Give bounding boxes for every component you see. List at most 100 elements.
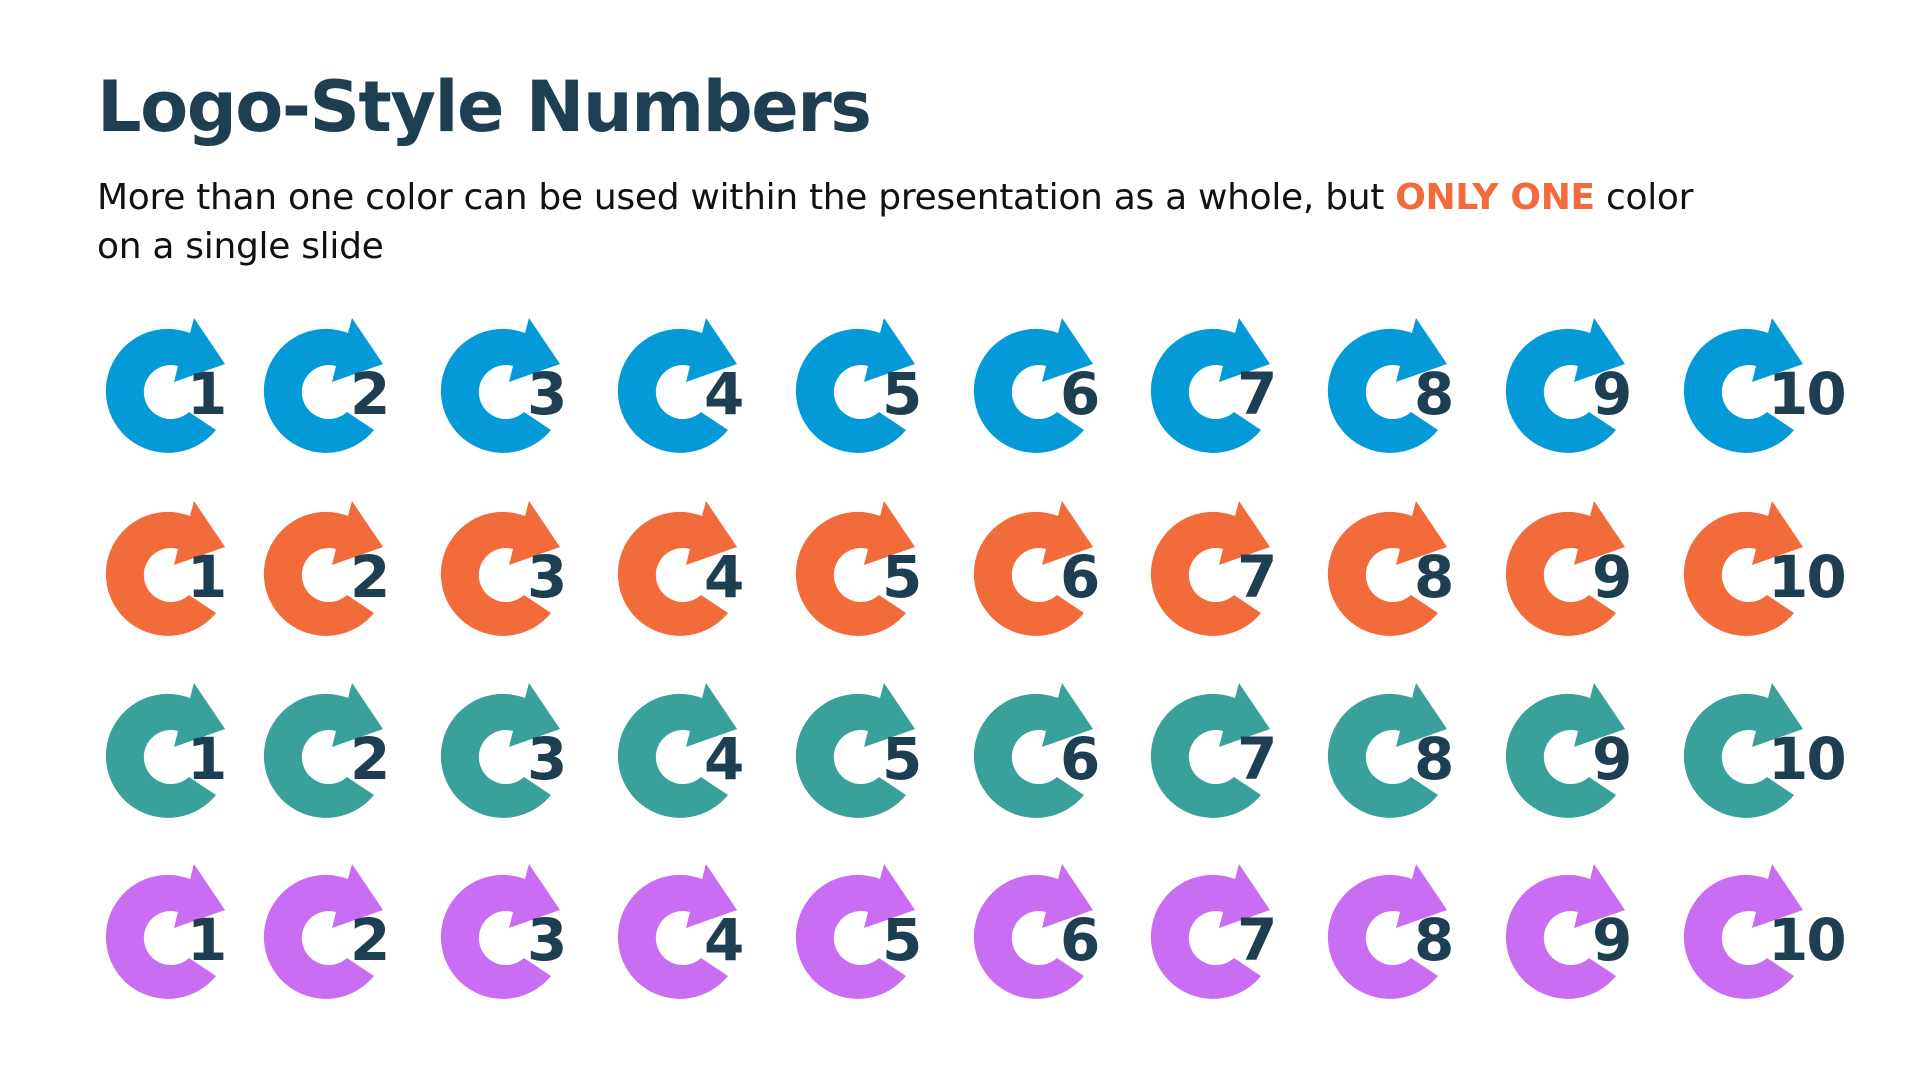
- logo-number-blue-7: 7: [1150, 318, 1285, 460]
- circular-arrow-shape: [105, 683, 225, 818]
- circular-arrow-icon: [105, 683, 225, 818]
- logo-number-orange-8: 8: [1327, 501, 1462, 643]
- circular-arrow-shape: [617, 683, 737, 818]
- circular-arrow-shape: [973, 683, 1093, 818]
- circular-arrow-icon: [1150, 501, 1270, 636]
- circular-arrow-icon: [263, 683, 383, 818]
- logo-number-blue-6: 6: [973, 318, 1108, 460]
- logo-number-label: 5: [882, 543, 922, 611]
- logo-number-label: 10: [1768, 360, 1847, 428]
- logo-number-label: 8: [1414, 725, 1454, 793]
- logo-number-label: 4: [704, 360, 744, 428]
- logo-number-teal-6: 6: [973, 683, 1108, 825]
- circular-arrow-icon: [105, 318, 225, 453]
- circular-arrow-shape: [105, 318, 225, 453]
- logo-number-teal-3: 3: [440, 683, 575, 825]
- logo-number-blue-1: 1: [105, 318, 240, 460]
- circular-arrow-icon: [105, 501, 225, 636]
- circular-arrow-shape: [1327, 864, 1447, 999]
- circular-arrow-icon: [105, 864, 225, 999]
- logo-number-blue-4: 4: [617, 318, 752, 460]
- logo-number-orange-6: 6: [973, 501, 1108, 643]
- logo-number-orange-9: 9: [1505, 501, 1640, 643]
- circular-arrow-shape: [795, 683, 915, 818]
- logo-number-orange-10: 10: [1683, 501, 1847, 643]
- logo-number-label: 1: [187, 725, 227, 793]
- logo-number-purple-9: 9: [1505, 864, 1640, 1006]
- logo-number-purple-2: 2: [263, 864, 398, 1006]
- logo-number-purple-6: 6: [973, 864, 1108, 1006]
- circular-arrow-icon: [1327, 683, 1447, 818]
- logo-number-purple-7: 7: [1150, 864, 1285, 1006]
- circular-arrow-shape: [105, 501, 225, 636]
- circular-arrow-shape: [440, 864, 560, 999]
- circular-arrow-icon: [1327, 318, 1447, 453]
- logo-number-label: 7: [1237, 725, 1277, 793]
- logo-number-label: 9: [1592, 725, 1632, 793]
- logo-number-teal-2: 2: [263, 683, 398, 825]
- logo-number-label: 10: [1768, 725, 1847, 793]
- circular-arrow-shape: [617, 318, 737, 453]
- logo-number-label: 7: [1237, 360, 1277, 428]
- logo-number-blue-2: 2: [263, 318, 398, 460]
- circular-arrow-shape: [263, 318, 383, 453]
- circular-arrow-icon: [1150, 864, 1270, 999]
- circular-arrow-shape: [1327, 683, 1447, 818]
- circular-arrow-shape: [1683, 683, 1803, 818]
- circular-arrow-shape: [263, 683, 383, 818]
- logo-number-orange-7: 7: [1150, 501, 1285, 643]
- subtitle-text-after: color on a single slide: [97, 177, 1694, 267]
- logo-number-blue-5: 5: [795, 318, 930, 460]
- logo-number-label: 4: [704, 725, 744, 793]
- circular-arrow-shape: [1505, 864, 1625, 999]
- circular-arrow-icon: [1683, 864, 1803, 999]
- logo-number-teal-9: 9: [1505, 683, 1640, 825]
- circular-arrow-shape: [263, 864, 383, 999]
- circular-arrow-shape: [1327, 501, 1447, 636]
- circular-arrow-icon: [1505, 318, 1625, 453]
- logo-number-label: 1: [187, 360, 227, 428]
- logo-number-label: 6: [1060, 725, 1100, 793]
- logo-number-label: 8: [1414, 360, 1454, 428]
- logo-number-purple-3: 3: [440, 864, 575, 1006]
- logo-number-label: 3: [527, 543, 567, 611]
- circular-arrow-shape: [973, 864, 1093, 999]
- circular-arrow-icon: [973, 318, 1093, 453]
- logo-number-label: 5: [882, 360, 922, 428]
- logo-number-label: 9: [1592, 906, 1632, 974]
- circular-arrow-icon: [617, 864, 737, 999]
- circular-arrow-shape: [1150, 501, 1270, 636]
- logo-number-label: 8: [1414, 906, 1454, 974]
- circular-arrow-icon: [1683, 318, 1803, 453]
- circular-arrow-icon: [440, 864, 560, 999]
- circular-arrow-icon: [1150, 683, 1270, 818]
- logo-number-label: 9: [1592, 543, 1632, 611]
- circular-arrow-icon: [795, 864, 915, 999]
- slide-title: Logo-Style Numbers: [97, 66, 872, 148]
- circular-arrow-shape: [795, 864, 915, 999]
- logo-number-label: 5: [882, 725, 922, 793]
- logo-number-label: 10: [1768, 906, 1847, 974]
- logo-number-teal-7: 7: [1150, 683, 1285, 825]
- logo-number-purple-4: 4: [617, 864, 752, 1006]
- logo-number-label: 4: [704, 906, 744, 974]
- logo-number-orange-1: 1: [105, 501, 240, 643]
- circular-arrow-icon: [973, 683, 1093, 818]
- logo-number-orange-4: 4: [617, 501, 752, 643]
- logo-number-label: 4: [704, 543, 744, 611]
- circular-arrow-icon: [1327, 864, 1447, 999]
- circular-arrow-icon: [617, 501, 737, 636]
- circular-arrow-icon: [1505, 501, 1625, 636]
- logo-number-blue-9: 9: [1505, 318, 1640, 460]
- logo-number-label: 10: [1768, 543, 1847, 611]
- logo-number-blue-3: 3: [440, 318, 575, 460]
- circular-arrow-icon: [1505, 864, 1625, 999]
- circular-arrow-icon: [440, 501, 560, 636]
- logo-number-teal-8: 8: [1327, 683, 1462, 825]
- circular-arrow-icon: [263, 864, 383, 999]
- logo-number-label: 2: [350, 543, 390, 611]
- circular-arrow-icon: [1327, 501, 1447, 636]
- logo-number-label: 5: [882, 906, 922, 974]
- subtitle-text-before: More than one color can be used within t…: [97, 177, 1396, 218]
